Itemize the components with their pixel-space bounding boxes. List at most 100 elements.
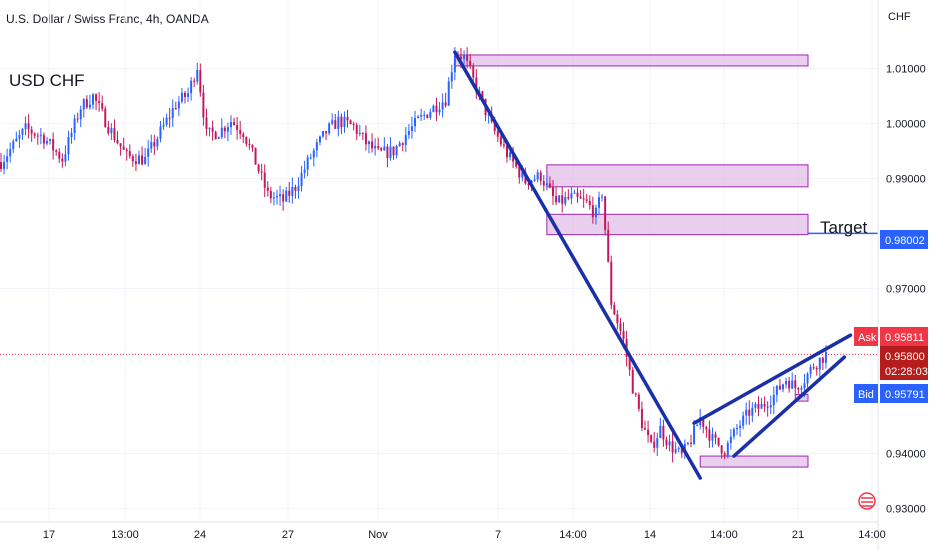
candle-body (15, 138, 18, 142)
candle-body (539, 172, 542, 182)
candle-body (205, 117, 208, 129)
candle-body (723, 453, 726, 456)
trendlines (453, 50, 853, 480)
candle-body (309, 157, 312, 159)
candle-body (803, 383, 806, 389)
candle-body (594, 207, 597, 218)
candle-body (809, 367, 812, 374)
candle-body (358, 132, 361, 134)
candle-body (619, 323, 622, 332)
candle-body (260, 171, 263, 173)
candle-body (165, 117, 168, 125)
candle-body (496, 131, 499, 137)
candle-body (242, 133, 245, 138)
candle-body (726, 442, 729, 456)
candle-body (214, 131, 217, 139)
candle-body (104, 108, 107, 128)
zone-rect (454, 54, 809, 67)
candle-body (634, 393, 637, 395)
candle-body (441, 102, 444, 110)
candle-body (616, 314, 619, 324)
candle-body (386, 146, 389, 159)
candle-body (272, 197, 275, 199)
candle-body (515, 161, 518, 167)
candle-body (49, 139, 52, 141)
candle-body (717, 437, 720, 446)
candle-body (171, 108, 174, 118)
candle-body (588, 200, 591, 206)
candle-body (33, 133, 36, 136)
candle-body (58, 151, 61, 159)
candle-body (257, 164, 260, 172)
price-tick-label: 0.94000 (886, 448, 926, 460)
candle-body (607, 229, 610, 262)
candle-body (493, 121, 496, 132)
price-axis[interactable]: 1.01000 1.00000 0.99000 0.97000 0.94000 0.930… (886, 64, 926, 516)
candle-body (395, 146, 398, 156)
candle-body (671, 441, 674, 453)
candle-body (665, 439, 668, 446)
candle-body (742, 415, 745, 426)
candle-body (438, 109, 441, 113)
supply-demand-zones (454, 54, 809, 468)
candle-body (199, 70, 202, 93)
candle-body (349, 120, 352, 124)
time-axis[interactable]: 17 13:00 24 27 Nov 7 14:00 14 14:00 21 14:00 (43, 529, 886, 541)
candle-body (55, 150, 58, 152)
candle-body (230, 121, 232, 128)
candle-body (153, 142, 156, 147)
candle-body (113, 128, 116, 141)
candle-body (184, 92, 186, 97)
candle-body (263, 172, 266, 188)
candle-body (119, 143, 122, 147)
candle-body (610, 261, 613, 305)
candle-body (487, 114, 490, 116)
candle-body (751, 407, 754, 416)
candle-body (377, 146, 380, 149)
candle-body (748, 409, 751, 416)
candle-body (555, 196, 558, 203)
candle-body (346, 116, 349, 121)
candle-body (444, 102, 447, 106)
candle-body (245, 137, 248, 144)
candle-body (88, 104, 91, 108)
candle-body (312, 150, 315, 158)
candle-body (475, 77, 478, 93)
candle-body (521, 171, 524, 178)
price-tick-label: 0.93000 (886, 503, 926, 515)
candle-body (545, 183, 548, 186)
candle-body (374, 146, 377, 149)
candle-body (70, 133, 73, 137)
candle-body (39, 135, 42, 137)
candle-body (760, 403, 763, 409)
candle-body (291, 186, 294, 196)
candle-body (647, 429, 650, 436)
economic-events-icon[interactable] (858, 492, 876, 510)
target-price-tag: 0.98002 (880, 230, 928, 249)
candle-body (579, 196, 582, 199)
svg-text:0.95800: 0.95800 (885, 351, 925, 363)
candle-body (371, 141, 374, 149)
candle-body (12, 141, 15, 150)
candle-body (297, 186, 300, 191)
time-tick-label: 7 (495, 529, 501, 541)
candle-body (674, 448, 677, 453)
candle-body (481, 91, 484, 99)
candle-body (463, 55, 466, 60)
candle-body (423, 114, 426, 116)
candle-body (502, 144, 505, 146)
svg-text:0.95791: 0.95791 (885, 389, 925, 401)
candle-body (177, 101, 180, 109)
candle-body (251, 144, 254, 148)
candle-body (410, 126, 413, 132)
candle-body (141, 155, 144, 165)
candle-body (208, 127, 211, 129)
candle-body (711, 434, 714, 441)
candle-body (754, 403, 757, 408)
candle-body (288, 190, 291, 196)
candle-body (414, 117, 416, 127)
candle-body (168, 117, 171, 119)
candle-body (656, 438, 659, 448)
candle-body (156, 138, 159, 147)
